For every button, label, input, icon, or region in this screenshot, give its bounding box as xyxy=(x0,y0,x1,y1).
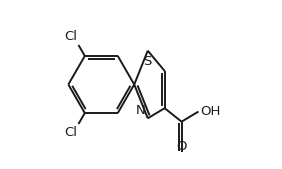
Text: Cl: Cl xyxy=(65,30,78,43)
Text: N: N xyxy=(135,104,145,117)
Text: O: O xyxy=(176,140,187,153)
Text: Cl: Cl xyxy=(65,126,78,139)
Text: OH: OH xyxy=(200,105,220,118)
Text: S: S xyxy=(144,55,152,68)
